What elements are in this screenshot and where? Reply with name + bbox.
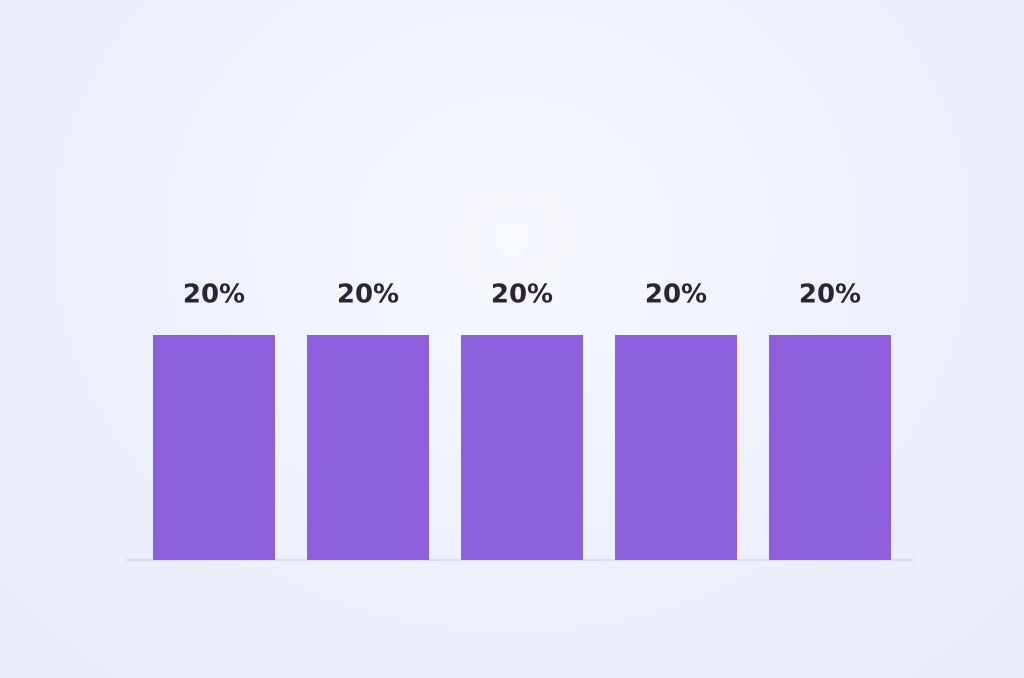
bar	[769, 335, 891, 560]
value-label: 20%	[645, 280, 707, 310]
value-label: 20%	[337, 280, 399, 310]
bar	[461, 335, 583, 560]
bar	[153, 335, 275, 560]
value-label: 20%	[491, 280, 553, 310]
value-label: 20%	[183, 280, 245, 310]
value-label: 20%	[799, 280, 861, 310]
bar	[615, 335, 737, 560]
bar	[307, 335, 429, 560]
